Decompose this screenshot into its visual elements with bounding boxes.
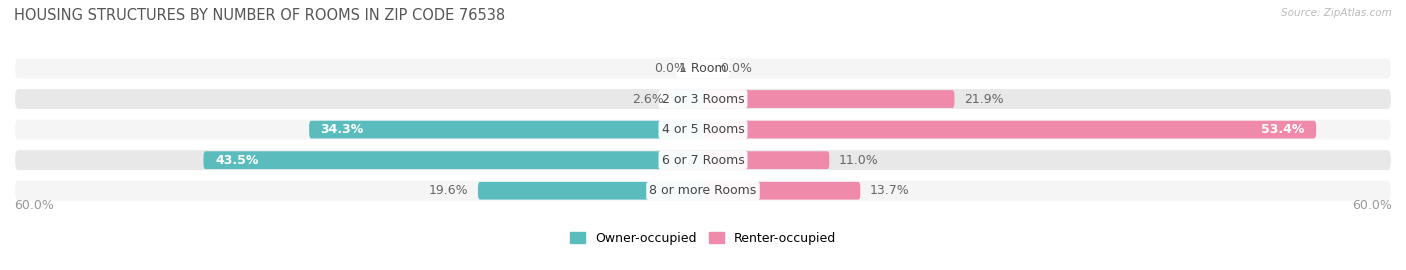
FancyBboxPatch shape	[703, 151, 830, 169]
FancyBboxPatch shape	[14, 58, 1392, 79]
Text: 34.3%: 34.3%	[321, 123, 364, 136]
FancyBboxPatch shape	[14, 119, 1392, 141]
FancyBboxPatch shape	[478, 182, 703, 200]
Text: 53.4%: 53.4%	[1261, 123, 1305, 136]
Text: 21.9%: 21.9%	[963, 93, 1004, 106]
Text: 0.0%: 0.0%	[720, 62, 752, 75]
FancyBboxPatch shape	[309, 121, 703, 139]
Text: 60.0%: 60.0%	[1353, 199, 1392, 212]
FancyBboxPatch shape	[703, 182, 860, 200]
FancyBboxPatch shape	[204, 151, 703, 169]
Text: 60.0%: 60.0%	[14, 199, 53, 212]
FancyBboxPatch shape	[14, 149, 1392, 171]
Text: 11.0%: 11.0%	[838, 154, 879, 167]
Text: 13.7%: 13.7%	[869, 184, 910, 197]
Text: 19.6%: 19.6%	[429, 184, 468, 197]
Text: 4 or 5 Rooms: 4 or 5 Rooms	[662, 123, 744, 136]
FancyBboxPatch shape	[703, 90, 955, 108]
Text: 43.5%: 43.5%	[215, 154, 259, 167]
Text: 0.0%: 0.0%	[654, 62, 686, 75]
FancyBboxPatch shape	[14, 180, 1392, 202]
Text: 8 or more Rooms: 8 or more Rooms	[650, 184, 756, 197]
Text: Source: ZipAtlas.com: Source: ZipAtlas.com	[1281, 8, 1392, 18]
Text: 1 Room: 1 Room	[679, 62, 727, 75]
Text: HOUSING STRUCTURES BY NUMBER OF ROOMS IN ZIP CODE 76538: HOUSING STRUCTURES BY NUMBER OF ROOMS IN…	[14, 8, 505, 23]
Text: 2 or 3 Rooms: 2 or 3 Rooms	[662, 93, 744, 106]
FancyBboxPatch shape	[703, 121, 1316, 139]
Text: 6 or 7 Rooms: 6 or 7 Rooms	[662, 154, 744, 167]
Text: 2.6%: 2.6%	[633, 93, 664, 106]
Legend: Owner-occupied, Renter-occupied: Owner-occupied, Renter-occupied	[565, 227, 841, 250]
FancyBboxPatch shape	[673, 90, 703, 108]
FancyBboxPatch shape	[14, 88, 1392, 110]
